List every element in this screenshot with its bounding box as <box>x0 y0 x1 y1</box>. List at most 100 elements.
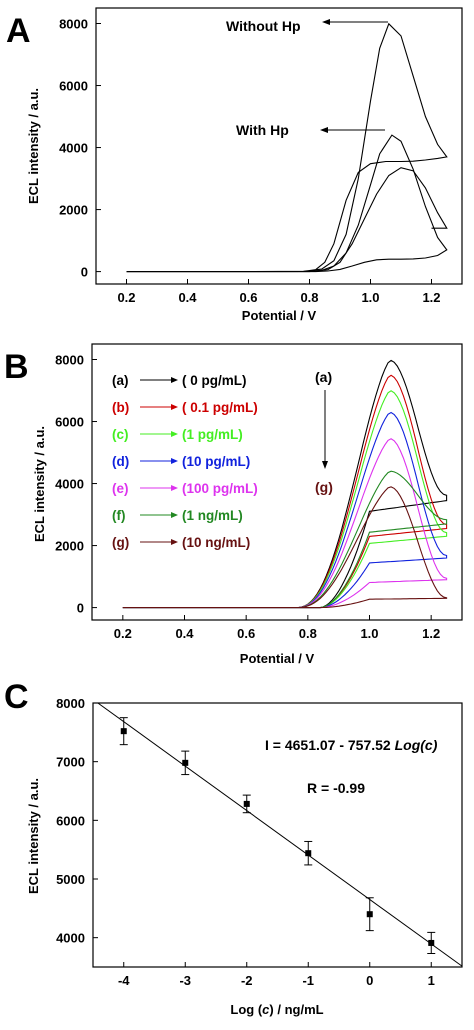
panel-b-xlabel: Potential / V <box>240 651 315 666</box>
panel-b-curve-g <box>122 486 448 609</box>
panel-b-ytick-label: 8000 <box>55 353 84 368</box>
panel-c-xtick-label: -1 <box>302 973 314 988</box>
panel-c-point <box>243 800 250 807</box>
legend-arrowhead <box>171 377 178 383</box>
panel-b-curve-e <box>122 438 448 609</box>
panel-c-equation: I = 4651.07 - 757.52 Log(c) <box>265 737 438 753</box>
panel-c-fit-line <box>97 702 463 967</box>
panel-b-ytick-label: 0 <box>77 601 84 616</box>
panel-a-curve-1 <box>126 22 448 273</box>
panel-b-ytick-label: 4000 <box>55 477 84 492</box>
panel-b-curve-d <box>122 411 448 609</box>
panel-b-xtick-label: 1.0 <box>360 626 378 641</box>
legend-arrowhead <box>171 458 178 464</box>
panel-b-ylabel: ECL intensity / a.u. <box>32 426 47 542</box>
panel-c-point <box>305 850 312 857</box>
panel-b-ytick-label: 6000 <box>55 415 84 430</box>
panel-a-ylabel: ECL intensity / a.u. <box>26 88 41 204</box>
panel-c-chart: -4 -3 -2 -1 0 1 4000 5000 6000 7000 8000 Log (c) /… <box>26 696 463 1017</box>
legend-letter: (g) <box>112 535 129 550</box>
legend-item-b: (b) ( 0.1 pg/mL) <box>112 400 258 415</box>
panel-b-frame <box>91 343 463 621</box>
panel-b-xtick-label: 1.2 <box>422 626 440 641</box>
panel-a-arrowhead-with-hp <box>320 127 328 133</box>
legend-label: (1 pg/mL) <box>182 427 243 442</box>
panel-a-chart: 0.2 0.4 0.6 0.8 1.0 1.2 0 2000 4000 6000 8000 Pote… <box>26 7 463 323</box>
panel-b-xtick-label: 0.8 <box>299 626 317 641</box>
legend-item-c: (c) (1 pg/mL) <box>112 427 243 442</box>
panel-a-xtick-label: 0.6 <box>239 290 257 305</box>
panel-b-xtick-label: 0.6 <box>237 626 255 641</box>
panel-b-curve-c <box>122 390 448 609</box>
panel-c-xtick-label: 0 <box>366 973 373 988</box>
legend-label: ( 0 pg/mL) <box>182 373 247 388</box>
panel-c-ytick-label: 4000 <box>56 931 85 946</box>
legend-item-e: (e) (100 pg/mL) <box>112 481 258 496</box>
legend-arrowhead <box>171 539 178 545</box>
legend-label: (10 ng/mL) <box>182 535 250 550</box>
panel-label-a: A <box>6 12 31 50</box>
panel-b-series-arrowhead <box>322 461 328 469</box>
legend-letter: (d) <box>112 454 129 469</box>
panel-c-point <box>120 728 127 735</box>
panel-c-xtick-label: -3 <box>179 973 191 988</box>
panel-a-xtick-label: 0.8 <box>300 290 318 305</box>
panel-c-ytick-label: 8000 <box>56 696 85 711</box>
panel-b-ytick-label: 2000 <box>55 539 84 554</box>
panel-label-c: C <box>4 678 29 716</box>
legend-label: (10 pg/mL) <box>182 454 250 469</box>
panel-a-ytick-label: 6000 <box>59 79 88 94</box>
panel-c-ylabel: ECL intensity / a.u. <box>26 778 41 894</box>
panel-b-xtick-label: 0.4 <box>175 626 194 641</box>
panel-a-ytick-label: 2000 <box>59 203 88 218</box>
panel-b-arrow-label-top: (a) <box>315 369 332 385</box>
legend-letter: (e) <box>112 481 129 496</box>
panel-c-frame <box>92 702 463 968</box>
legend-item-d: (d) (10 pg/mL) <box>112 454 250 469</box>
panel-c-xlabel: Log (c) / ng/mL <box>230 1002 323 1017</box>
legend-arrowhead <box>171 431 178 437</box>
panel-a-xtick-label: 0.4 <box>178 290 197 305</box>
legend-arrowhead <box>171 485 178 491</box>
panel-c-xtick-label: -2 <box>241 973 253 988</box>
legend-label: (1 ng/mL) <box>182 508 243 523</box>
legend-arrowhead <box>171 512 178 518</box>
panel-label-b: B <box>4 348 29 386</box>
legend-item-g: (g) (10 ng/mL) <box>112 535 250 550</box>
panel-a-xtick-label: 0.2 <box>117 290 135 305</box>
panel-a-annotation-without-hp: Without Hp <box>226 18 301 34</box>
panel-a-annotation-with-hp: With Hp <box>236 122 289 138</box>
panel-a-arrowhead-without-hp <box>322 19 330 25</box>
panel-c-ytick-label: 7000 <box>56 755 85 770</box>
panel-a-ytick-label: 4000 <box>59 141 88 156</box>
legend-letter: (b) <box>112 400 129 415</box>
panel-c-ytick-label: 5000 <box>56 872 85 887</box>
panel-a-frame <box>95 7 463 285</box>
panel-a-xlabel: Potential / V <box>242 308 317 323</box>
panel-a-ytick-label: 0 <box>81 265 88 280</box>
legend-item-a: (a) ( 0 pg/mL) <box>112 373 247 388</box>
panel-c-point <box>366 911 373 918</box>
panel-c-xtick-label: 1 <box>428 973 435 988</box>
legend-item-f: (f) (1 ng/mL) <box>112 508 243 523</box>
panel-a-xtick-label: 1.0 <box>361 290 379 305</box>
panel-b-xtick-label: 0.2 <box>114 626 132 641</box>
legend-letter: (c) <box>112 427 129 442</box>
panel-c-r-value: R = -0.99 <box>307 780 365 796</box>
panel-c-xtick-label: -4 <box>118 973 130 988</box>
legend-label: (100 pg/mL) <box>182 481 258 496</box>
panel-b-curve-b <box>122 374 448 609</box>
panel-a-ytick-label: 8000 <box>59 17 88 32</box>
panel-c-point <box>428 939 435 946</box>
legend-label: ( 0.1 pg/mL) <box>182 400 258 415</box>
panel-a-curve-2 <box>126 134 448 273</box>
legend-letter: (f) <box>112 508 126 523</box>
panel-a-curve-3 <box>126 167 448 273</box>
panel-a-xtick-label: 1.2 <box>422 290 440 305</box>
legend-arrowhead <box>171 404 178 410</box>
panel-c-ytick-label: 6000 <box>56 813 85 828</box>
panel-c-point <box>182 759 189 766</box>
legend-letter: (a) <box>112 373 129 388</box>
